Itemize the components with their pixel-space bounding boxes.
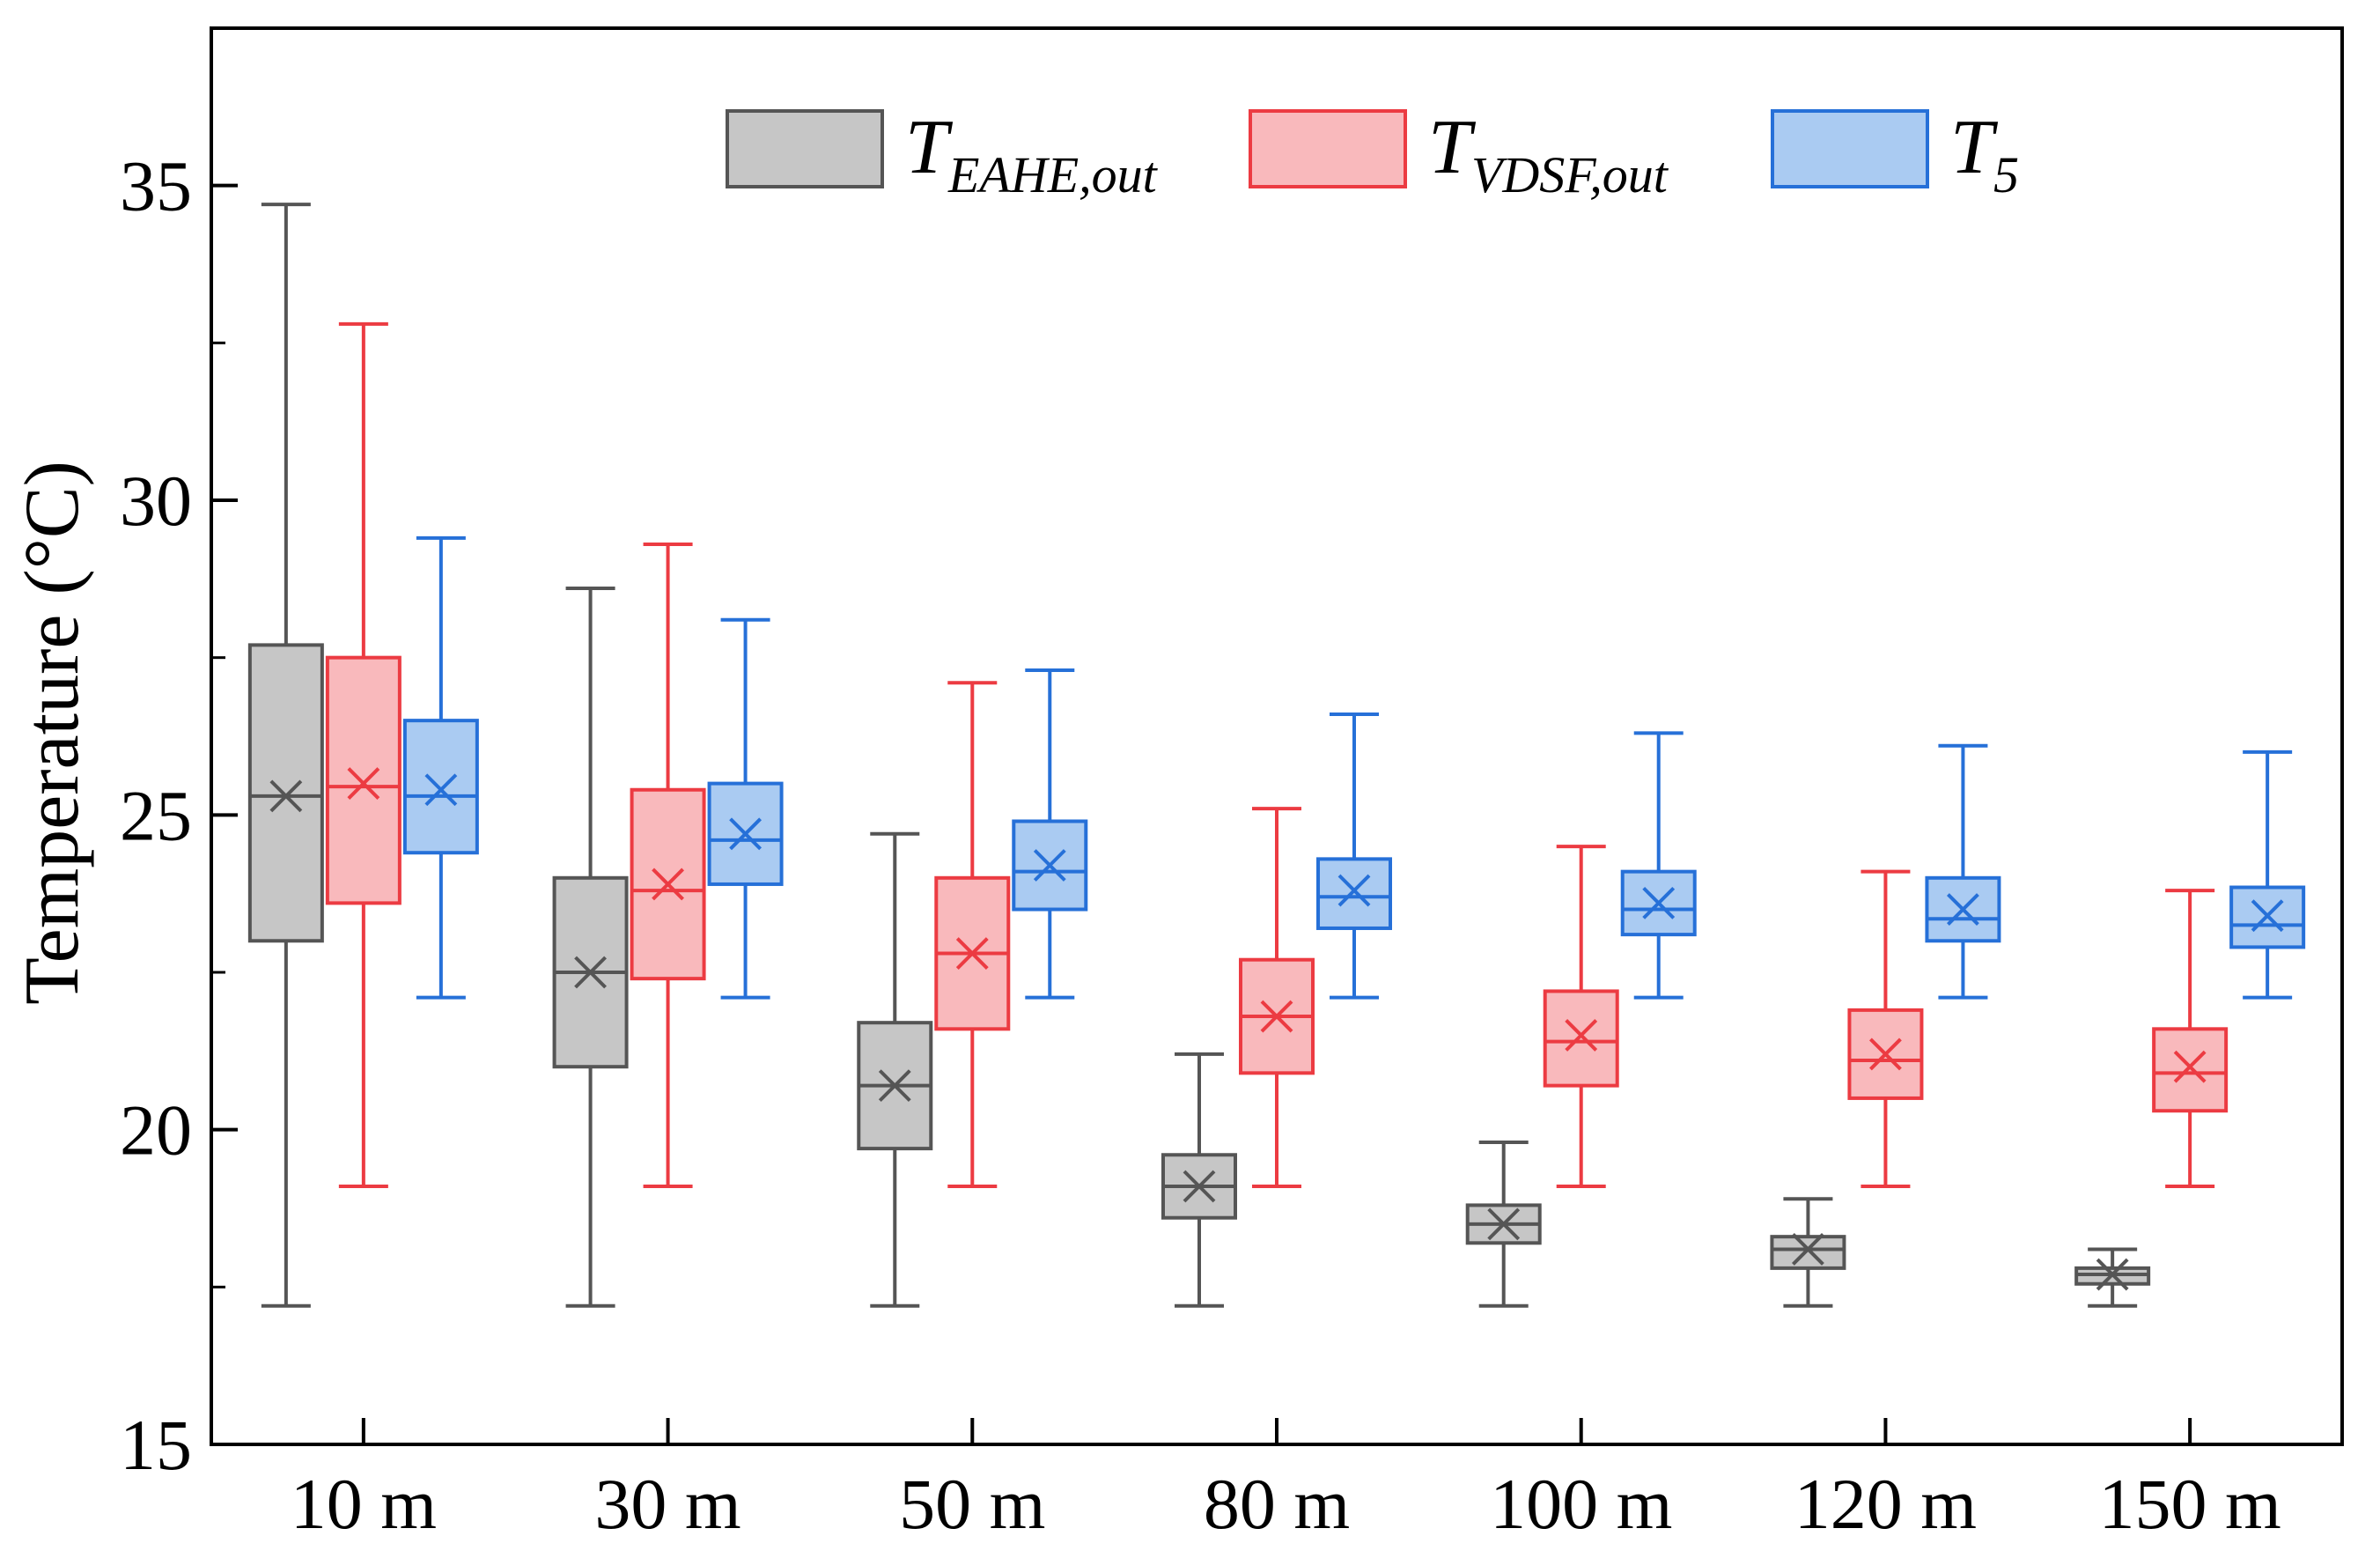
y-axis-title: Temperature (°C) — [10, 461, 95, 1005]
box-t-eahe-out-3 — [857, 831, 933, 1308]
series-3-group — [402, 535, 2306, 1000]
x-tick-label: 150 m — [2098, 1464, 2281, 1544]
mean-marker-stroke-b — [1642, 886, 1676, 919]
box-body — [247, 643, 324, 943]
y-axis: 15 20 25 30 35 — [120, 146, 238, 1485]
boxes-layer — [247, 203, 2306, 1308]
y-tick-label: 35 — [120, 146, 192, 226]
box-body — [1316, 857, 1392, 930]
legend-swatch — [1771, 109, 1929, 188]
box-t-5-7 — [2229, 749, 2306, 1000]
box-t-5-1 — [402, 535, 479, 1000]
plot-frame — [210, 26, 2344, 1446]
mean-marker-stroke-b — [574, 956, 607, 989]
legend-label: TEAHE,out — [905, 105, 1159, 203]
series-1-group — [247, 203, 2151, 1308]
box-t-eahe-out-4 — [1161, 1052, 1237, 1308]
legend: TEAHE,out TVDSF,out T5 — [726, 105, 2019, 203]
mean-marker-stroke-b — [1033, 849, 1066, 882]
series-2-group — [325, 321, 2229, 1188]
mean-marker-stroke-b — [269, 779, 303, 813]
mean-marker-stroke-b — [1947, 893, 1979, 926]
mean-marker-stroke-b — [652, 868, 684, 901]
mean-marker-stroke-b — [1260, 1000, 1293, 1033]
y-tick-label: 20 — [120, 1090, 192, 1170]
mean-marker-stroke-b — [1565, 1019, 1598, 1052]
box-t-vdsf-out-3 — [934, 681, 1011, 1188]
mean-marker-stroke-b — [424, 773, 458, 807]
mean-marker-stroke-b — [2096, 1258, 2129, 1291]
mean-marker-stroke-b — [878, 1069, 911, 1103]
box-t-vdsf-out-5 — [1543, 845, 1619, 1188]
box-body — [325, 655, 402, 905]
mean-marker-stroke-b — [1337, 874, 1371, 907]
box-body — [1770, 1235, 1846, 1270]
mean-marker-stroke-b — [2173, 1050, 2207, 1083]
legend-item-3: T5 — [1771, 105, 2019, 203]
box-t-5-5 — [1620, 731, 1697, 1000]
box-body — [402, 719, 479, 855]
box-body — [1543, 989, 1619, 1088]
legend-item-2: TVDSF,out — [1249, 105, 1669, 203]
mean-marker-stroke-b — [955, 937, 989, 970]
box-t-eahe-out-6 — [1770, 1197, 1846, 1308]
box-t-eahe-out-7 — [2074, 1247, 2151, 1308]
box-t-5-6 — [1925, 743, 2001, 1000]
y-tick-label: 15 — [120, 1405, 192, 1485]
box-t-eahe-out-5 — [1465, 1140, 1542, 1308]
x-tick-label: 10 m — [291, 1464, 437, 1544]
x-axis: 10 m 30 m 50 m 80 m 100 m 120 m 150 m — [291, 1418, 2281, 1544]
plot-area-border — [210, 26, 2344, 1446]
mean-marker-stroke-b — [347, 767, 380, 801]
box-t-vdsf-out-4 — [1239, 807, 1315, 1188]
mean-marker-stroke-b — [2251, 899, 2284, 933]
box-body — [2152, 1027, 2229, 1113]
box-t-vdsf-out-7 — [2152, 889, 2229, 1188]
mean-marker-stroke-b — [1183, 1170, 1216, 1203]
box-t-vdsf-out-1 — [325, 321, 402, 1188]
x-tick-label: 30 m — [594, 1464, 741, 1544]
mean-marker-stroke-b — [1869, 1037, 1902, 1071]
mean-marker-stroke-b — [1487, 1207, 1521, 1241]
y-tick-label: 25 — [120, 775, 192, 855]
x-tick-label: 80 m — [1204, 1464, 1350, 1544]
y-tick-label: 30 — [120, 461, 192, 541]
x-tick-label: 50 m — [899, 1464, 1045, 1544]
legend-label: TVDSF,out — [1428, 105, 1669, 203]
legend-item-1: TEAHE,out — [726, 105, 1159, 203]
box-t-5-4 — [1316, 712, 1392, 1000]
box-t-eahe-out-1 — [247, 203, 324, 1308]
legend-swatch — [1249, 109, 1407, 188]
box-t-5-2 — [707, 617, 784, 1000]
box-t-vdsf-out-2 — [630, 543, 706, 1188]
box-t-5-3 — [1012, 668, 1088, 1000]
legend-label: T5 — [1950, 105, 2019, 203]
legend-swatch — [726, 109, 884, 188]
mean-marker-stroke-b — [1792, 1233, 1824, 1266]
x-tick-label: 120 m — [1794, 1464, 1977, 1544]
box-t-vdsf-out-6 — [1847, 869, 1924, 1188]
x-tick-label: 100 m — [1490, 1464, 1672, 1544]
box-t-eahe-out-2 — [552, 587, 629, 1308]
mean-marker-stroke-b — [729, 817, 762, 851]
